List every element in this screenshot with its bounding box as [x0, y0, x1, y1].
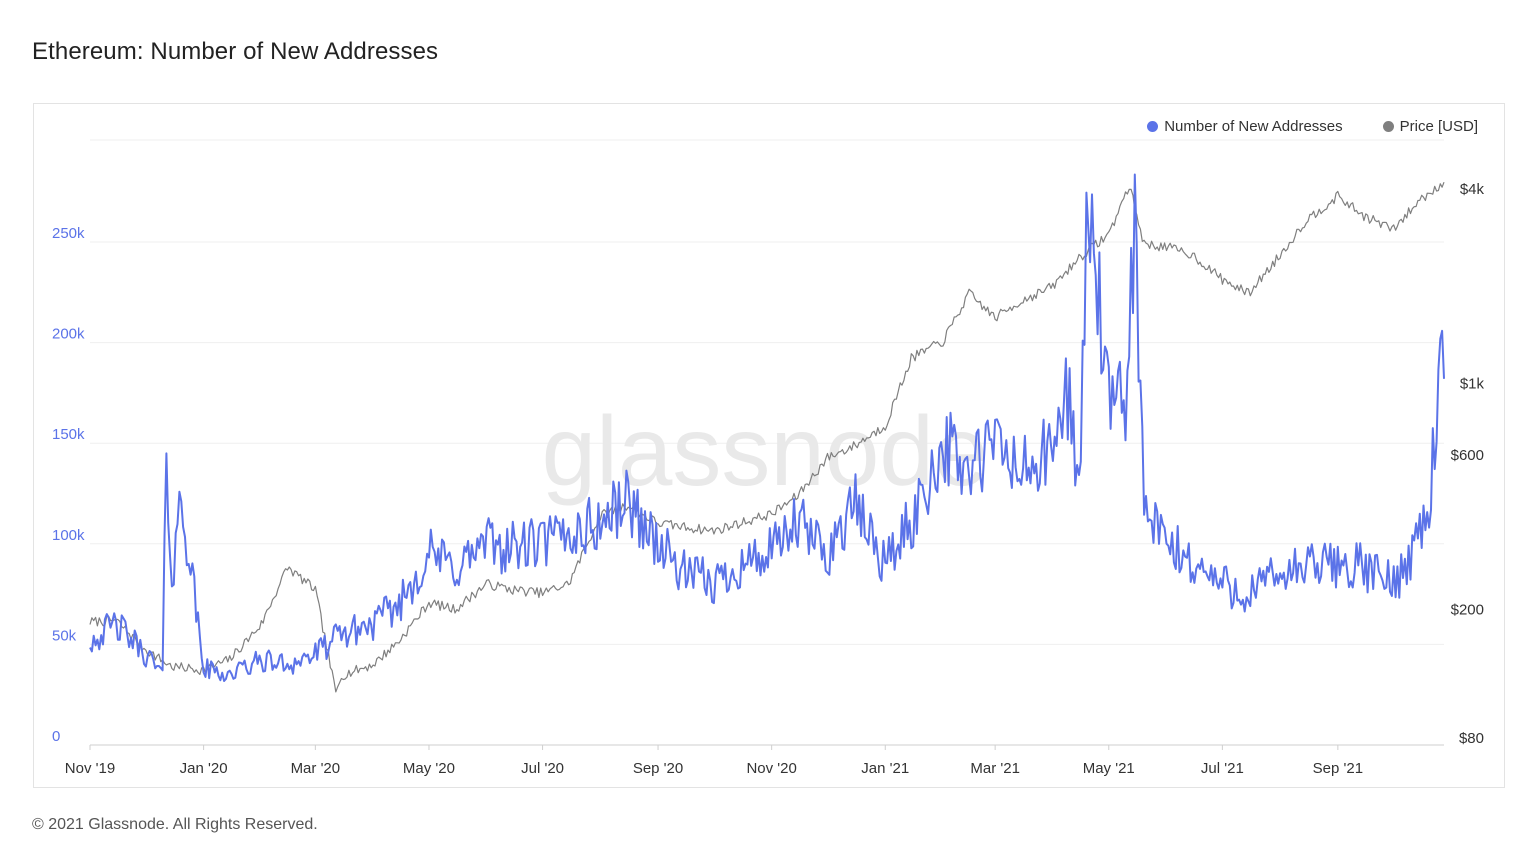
x-tick-label: Jul '21	[1201, 760, 1244, 777]
y-right-tick-label: $80	[1459, 730, 1484, 747]
x-tick-label: Jan '21	[861, 760, 909, 777]
y-right-tick-label: $200	[1451, 601, 1484, 618]
price-layer	[89, 181, 1445, 693]
y-left-tick-label: 100k	[52, 527, 85, 544]
y-right-tick-label: $600	[1451, 447, 1484, 464]
axis-layer: 0 50k 100k 150k 200k 250k $80 $200 $600 $1k $4k Nov…	[52, 181, 1484, 777]
y-left-tick-label: 0	[52, 728, 60, 745]
x-tick-label: May '21	[1083, 760, 1135, 777]
legend-dot-addresses	[1147, 121, 1159, 132]
x-tick-label: Mar '21	[970, 760, 1020, 777]
y-left-tick-label: 250k	[52, 225, 85, 242]
legend-label-price: Price [USD]	[1399, 118, 1478, 135]
x-tick-label: May '20	[403, 760, 455, 777]
addresses-layer	[89, 173, 1445, 682]
x-tick-label: Nov '20	[746, 760, 796, 777]
x-tick-label: Nov '19	[65, 760, 115, 777]
chart-panel	[33, 103, 1505, 788]
y-right-tick-label: $1k	[1460, 376, 1485, 393]
copyright-footer: © 2021 Glassnode. All Rights Reserved.	[32, 816, 318, 833]
x-tick-label: Jan '20	[180, 760, 228, 777]
price-series-line	[89, 181, 1445, 693]
chart-title: Ethereum: Number of New Addresses	[32, 38, 439, 65]
x-tick-label: Mar '20	[291, 760, 341, 777]
x-tick-label: Sep '21	[1313, 760, 1363, 777]
y-left-tick-label: 200k	[52, 326, 85, 343]
chart-legend: Number of New Addresses Price [USD]	[1147, 118, 1478, 135]
y-left-tick-label: 150k	[52, 426, 85, 443]
legend-item-addresses[interactable]: Number of New Addresses	[1147, 118, 1343, 135]
x-tick-label: Jul '20	[521, 760, 564, 777]
legend-item-price[interactable]: Price [USD]	[1382, 118, 1478, 135]
y-left-tick-label: 50k	[52, 627, 77, 644]
legend-dot-price	[1382, 121, 1394, 132]
watermark: glassnode	[542, 396, 989, 506]
legend-label-addresses: Number of New Addresses	[1164, 118, 1343, 135]
y-right-tick-label: $4k	[1460, 181, 1485, 198]
x-tick-label: Sep '20	[633, 760, 683, 777]
addresses-series-line	[89, 173, 1445, 682]
